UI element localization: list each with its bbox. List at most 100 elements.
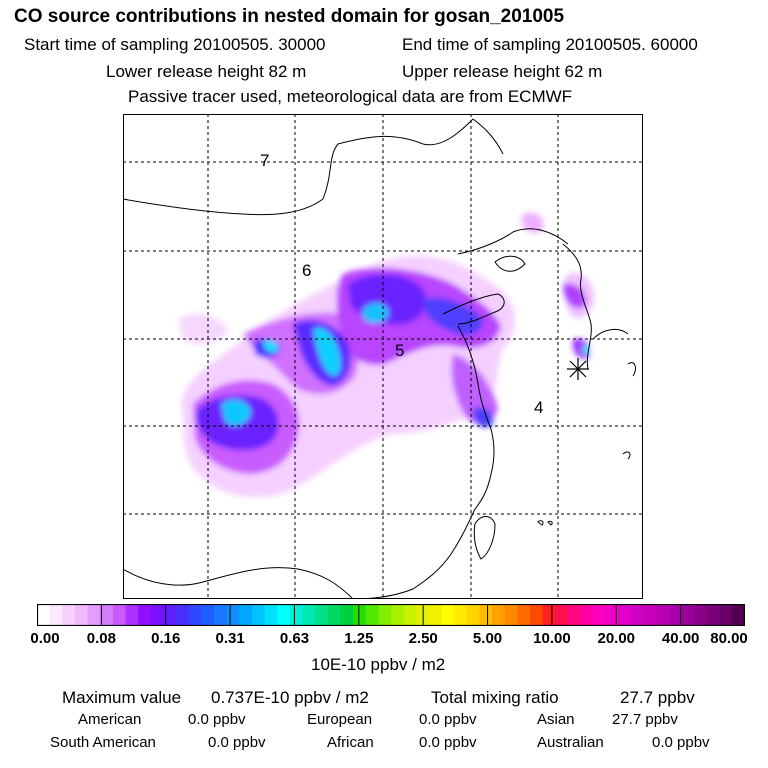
region-label-5: 5 [395, 341, 404, 360]
colorbar-cell [62, 604, 76, 626]
upper-release-height: Upper release height 62 m [402, 62, 603, 81]
colorbar-cell [580, 604, 594, 626]
colorbar-cell [264, 604, 278, 626]
colorbar-cell [138, 604, 152, 626]
colorbar-tick-label: 0.00 [30, 630, 60, 647]
max-value-label: Maximum value [62, 688, 182, 707]
colorbar-cell [251, 604, 265, 626]
colorbar-tick-label: 80.00 [710, 630, 748, 647]
colorbar-tick-label: 10.00 [533, 630, 571, 647]
colorbar-cell [201, 604, 215, 626]
colorbar-cell [631, 604, 645, 626]
colorbar-cell [732, 604, 745, 626]
colorbar-cell [719, 604, 733, 626]
colorbar-cell [289, 604, 303, 626]
colorbar-cell [530, 604, 544, 626]
colorbar-tick-label: 40.00 [661, 630, 700, 647]
colorbar-cell [112, 604, 126, 626]
colorbar-tick-label: 0.31 [215, 630, 245, 647]
colorbar-cell [365, 604, 379, 626]
colorbar-cell [492, 604, 506, 626]
region-label-4: 4 [534, 398, 543, 417]
map-frame [123, 114, 643, 599]
colorbar-cell [302, 604, 316, 626]
region-name-australian: Australian [537, 734, 604, 751]
colorbar-cell [391, 604, 405, 626]
colorbar-cell [441, 604, 455, 626]
colorbar-tick-label: 2.50 [408, 630, 438, 647]
tracer-note: Passive tracer used, meteorological data… [128, 87, 573, 106]
colorbar-cell [707, 604, 721, 626]
colorbar-cell [315, 604, 329, 626]
region-name-african: African [327, 734, 374, 751]
colorbar-cell [150, 604, 164, 626]
region-value-african: 0.0 ppbv [419, 734, 477, 751]
colorbar-cell [37, 604, 51, 626]
colorbar-cell [214, 604, 228, 626]
region-label-6: 6 [302, 261, 311, 280]
end-time: End time of sampling 20100505. 60000 [402, 35, 698, 54]
colorbar [37, 604, 745, 626]
colorbar-cell [100, 604, 114, 626]
colorbar-cell [176, 604, 190, 626]
total-mixing-value: 27.7 ppbv [620, 688, 695, 707]
colorbar-cell [125, 604, 139, 626]
region-value-asian: 27.7 ppbv [612, 711, 678, 728]
colorbar-cell [479, 604, 493, 626]
colorbar-cell [656, 604, 670, 626]
region-name-american: American [78, 711, 142, 728]
region-label-7: 7 [260, 151, 269, 170]
graticule [123, 114, 643, 599]
colorbar-cell [568, 604, 582, 626]
colorbar-cell [353, 604, 367, 626]
colorbar-tick-label: 0.63 [279, 630, 310, 647]
region-value-south-american: 0.0 ppbv [208, 734, 266, 751]
colorbar-units: 10E-10 ppbv / m2 [311, 655, 446, 674]
region-value-european: 0.0 ppbv [419, 711, 477, 728]
colorbar-tick-label: 0.16 [151, 630, 181, 647]
colorbar-cell [669, 604, 683, 626]
colorbar-cell [188, 604, 202, 626]
colorbar-cell [87, 604, 101, 626]
colorbar-cell [504, 604, 518, 626]
colorbar-cell [454, 604, 468, 626]
colorbar-cell [277, 604, 291, 626]
total-mixing-label: Total mixing ratio [431, 688, 559, 707]
colorbar-cell [163, 604, 177, 626]
concentration-field [178, 212, 594, 498]
region-name-european: European [307, 711, 373, 728]
colorbar-cell [643, 604, 657, 626]
colorbar-cell [239, 604, 253, 626]
colorbar-cell [378, 604, 392, 626]
colorbar-tick-label: 1.25 [344, 630, 374, 647]
colorbar-cell [694, 604, 708, 626]
colorbar-cell [49, 604, 63, 626]
colorbar-cell [327, 604, 341, 626]
region-name-south-american: South American [50, 734, 156, 751]
colorbar-cell [618, 604, 632, 626]
colorbar-cell [681, 604, 695, 626]
max-value: 0.737E-10 ppbv / m2 [211, 688, 369, 707]
colorbar-cell [517, 604, 531, 626]
colorbar-cell [605, 604, 619, 626]
colorbar-cell [593, 604, 607, 626]
region-value-australian: 0.0 ppbv [652, 734, 710, 751]
region-value-american: 0.0 ppbv [188, 711, 246, 728]
start-time: Start time of sampling 20100505. 30000 [24, 35, 326, 54]
colorbar-cell [403, 604, 417, 626]
colorbar-cell [466, 604, 480, 626]
colorbar-cell [74, 604, 88, 626]
colorbar-cell [340, 604, 354, 626]
colorbar-cell [226, 604, 240, 626]
colorbar-tick-label: 5.00 [472, 630, 503, 647]
region-name-asian: Asian [537, 711, 575, 728]
colorbar-cell [428, 604, 442, 626]
colorbar-cell [555, 604, 569, 626]
plot-title: CO source contributions in nested domain… [14, 6, 565, 27]
colorbar-tick-label: 0.08 [86, 630, 116, 647]
colorbar-tick-label: 20.00 [597, 630, 636, 647]
source-contribution-map: 7 6 5 4 [123, 114, 643, 599]
colorbar-cell [542, 604, 556, 626]
receptor-star-icon [567, 358, 589, 380]
lower-release-height: Lower release height 82 m [106, 62, 307, 81]
